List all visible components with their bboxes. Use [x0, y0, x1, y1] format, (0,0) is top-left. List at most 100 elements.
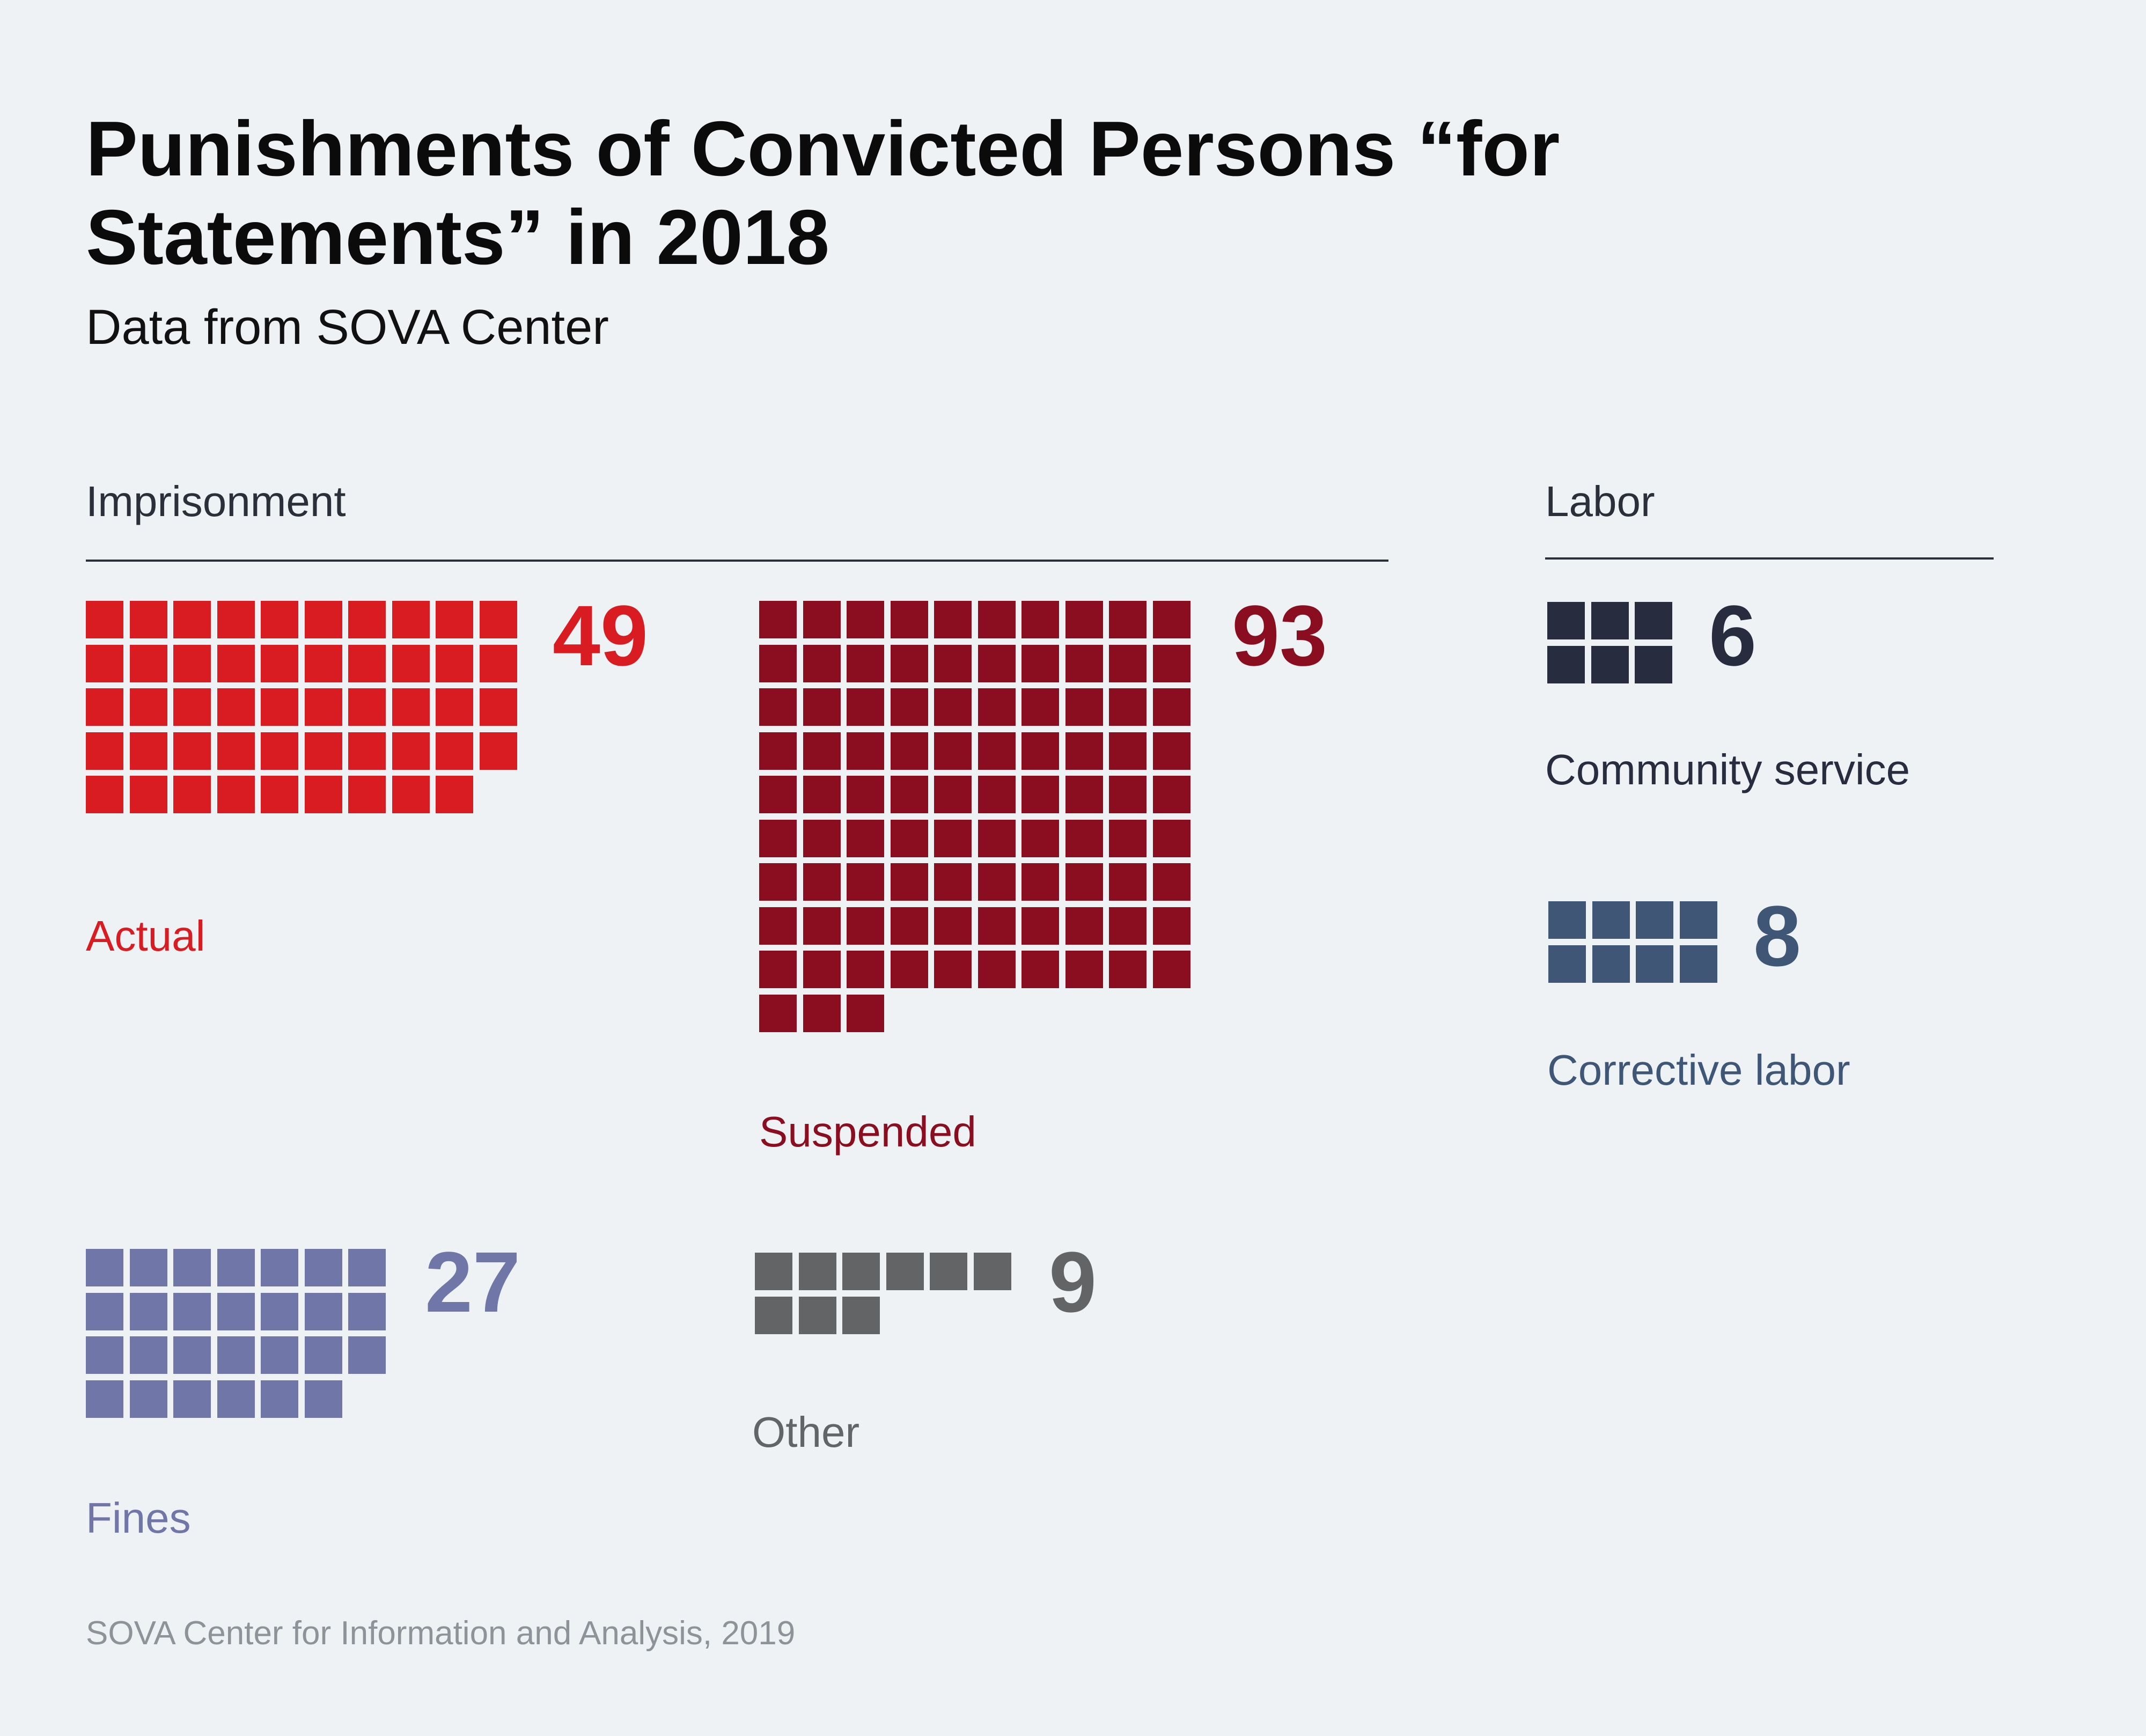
- waffle-cell-actual: [129, 688, 167, 726]
- waffle-cell-fines: [129, 1380, 167, 1418]
- waffle-cell-suspended: [890, 863, 928, 901]
- waffle-cell-fines: [173, 1249, 211, 1286]
- waffle-cell-suspended: [1021, 907, 1059, 945]
- waffle-cell-suspended: [847, 688, 884, 726]
- waffle-cell-suspended: [934, 776, 972, 813]
- waffle-cell-actual: [479, 601, 517, 638]
- waffle-cell-actual: [173, 732, 211, 770]
- waffle-cell-suspended: [978, 907, 1016, 945]
- waffle-cell-actual: [217, 776, 255, 813]
- waffle-cell-suspended: [1109, 819, 1147, 857]
- waffle-cell-actual: [261, 688, 298, 726]
- waffle-cell-actual: [217, 732, 255, 770]
- waffle-cell-actual: [479, 644, 517, 682]
- waffle-cell-fines: [304, 1249, 342, 1286]
- waffle-cell-actual: [86, 776, 123, 813]
- waffle-cell-community: [1547, 602, 1585, 639]
- waffle-cell-actual: [436, 601, 473, 638]
- waffle-cell-suspended: [803, 644, 841, 682]
- waffle-cell-suspended: [1021, 688, 1059, 726]
- waffle-cell-fines: [129, 1249, 167, 1286]
- waffle-cell-fines: [304, 1336, 342, 1374]
- waffle-cell-suspended: [1152, 688, 1190, 726]
- waffle-cell-suspended: [890, 951, 928, 988]
- waffle-cell-actual: [479, 732, 517, 770]
- waffle-cell-fines: [173, 1380, 211, 1418]
- waffle-cell-actual: [261, 776, 298, 813]
- waffle-cell-suspended: [759, 688, 797, 726]
- waffle-cell-suspended: [803, 994, 841, 1032]
- chart-subtitle: Data from SOVA Center: [86, 300, 609, 355]
- waffle-cell-actual: [436, 688, 473, 726]
- waffle-cell-suspended: [1152, 776, 1190, 813]
- group-label-imprisonment: Imprisonment: [86, 477, 346, 525]
- waffle-cell-fines: [348, 1336, 386, 1374]
- waffle-cell-suspended: [934, 688, 972, 726]
- waffle-cell-suspended: [803, 907, 841, 945]
- waffle-cell-other: [973, 1253, 1011, 1290]
- waffle-cell-suspended: [847, 907, 884, 945]
- waffle-cell-suspended: [978, 863, 1016, 901]
- waffle-cell-suspended: [890, 819, 928, 857]
- waffle-cell-fines: [348, 1249, 386, 1286]
- waffle-cell-actual: [173, 776, 211, 813]
- waffle-cell-suspended: [847, 776, 884, 813]
- waffle-cell-suspended: [759, 951, 797, 988]
- waffle-cell-suspended: [1021, 732, 1059, 770]
- waffle-cell-actual: [173, 688, 211, 726]
- waffle-cell-suspended: [759, 601, 797, 638]
- waffle-cell-suspended: [1065, 819, 1103, 857]
- count-fines: 27: [425, 1234, 520, 1330]
- waffle-cell-actual: [392, 601, 430, 638]
- waffle-cell-suspended: [1021, 601, 1059, 638]
- waffle-cell-suspended: [978, 601, 1016, 638]
- waffle-cell-suspended: [759, 644, 797, 682]
- waffle-community-service: [1547, 602, 1672, 683]
- waffle-cell-other: [755, 1296, 792, 1334]
- waffle-cell-corrective: [1548, 901, 1586, 939]
- waffle-cell-fines: [129, 1292, 167, 1330]
- waffle-corrective-labor: [1548, 901, 1717, 983]
- label-fines: Fines: [86, 1494, 191, 1542]
- waffle-cell-suspended: [1152, 819, 1190, 857]
- waffle-cell-suspended: [1152, 863, 1190, 901]
- waffle-cell-suspended: [847, 863, 884, 901]
- waffle-cell-suspended: [847, 819, 884, 857]
- waffle-cell-fines: [261, 1336, 298, 1374]
- waffle-cell-actual: [261, 732, 298, 770]
- waffle-cell-fines: [173, 1336, 211, 1374]
- waffle-cell-corrective: [1592, 901, 1630, 939]
- waffle-cell-suspended: [1152, 907, 1190, 945]
- waffle-cell-fines: [261, 1380, 298, 1418]
- waffle-cell-suspended: [1021, 819, 1059, 857]
- waffle-cell-actual: [304, 644, 342, 682]
- waffle-cell-actual: [348, 776, 386, 813]
- waffle-cell-suspended: [1065, 688, 1103, 726]
- waffle-cell-community: [1591, 602, 1629, 639]
- waffle-cell-suspended: [759, 732, 797, 770]
- count-corrective-labor: 8: [1753, 888, 1801, 984]
- waffle-cell-suspended: [978, 951, 1016, 988]
- waffle-cell-actual: [129, 601, 167, 638]
- waffle-cell-other: [842, 1253, 880, 1290]
- waffle-cell-suspended: [1152, 644, 1190, 682]
- imprisonment-divider: [86, 560, 1388, 562]
- waffle-cell-other: [755, 1253, 792, 1290]
- waffle-cell-community: [1635, 602, 1672, 639]
- waffle-cell-suspended: [803, 688, 841, 726]
- waffle-cell-fines: [173, 1292, 211, 1330]
- waffle-cell-corrective: [1636, 901, 1673, 939]
- waffle-cell-suspended: [803, 819, 841, 857]
- waffle-cell-actual: [436, 644, 473, 682]
- waffle-cell-fines: [261, 1249, 298, 1286]
- waffle-cell-suspended: [978, 688, 1016, 726]
- waffle-cell-actual: [304, 688, 342, 726]
- waffle-cell-fines: [261, 1292, 298, 1330]
- waffle-cell-suspended: [803, 863, 841, 901]
- count-other: 9: [1049, 1234, 1097, 1330]
- waffle-cell-other: [798, 1253, 836, 1290]
- waffle-cell-fines: [86, 1249, 123, 1286]
- waffle-cell-actual: [261, 601, 298, 638]
- waffle-cell-community: [1591, 645, 1629, 683]
- waffle-cell-suspended: [1152, 951, 1190, 988]
